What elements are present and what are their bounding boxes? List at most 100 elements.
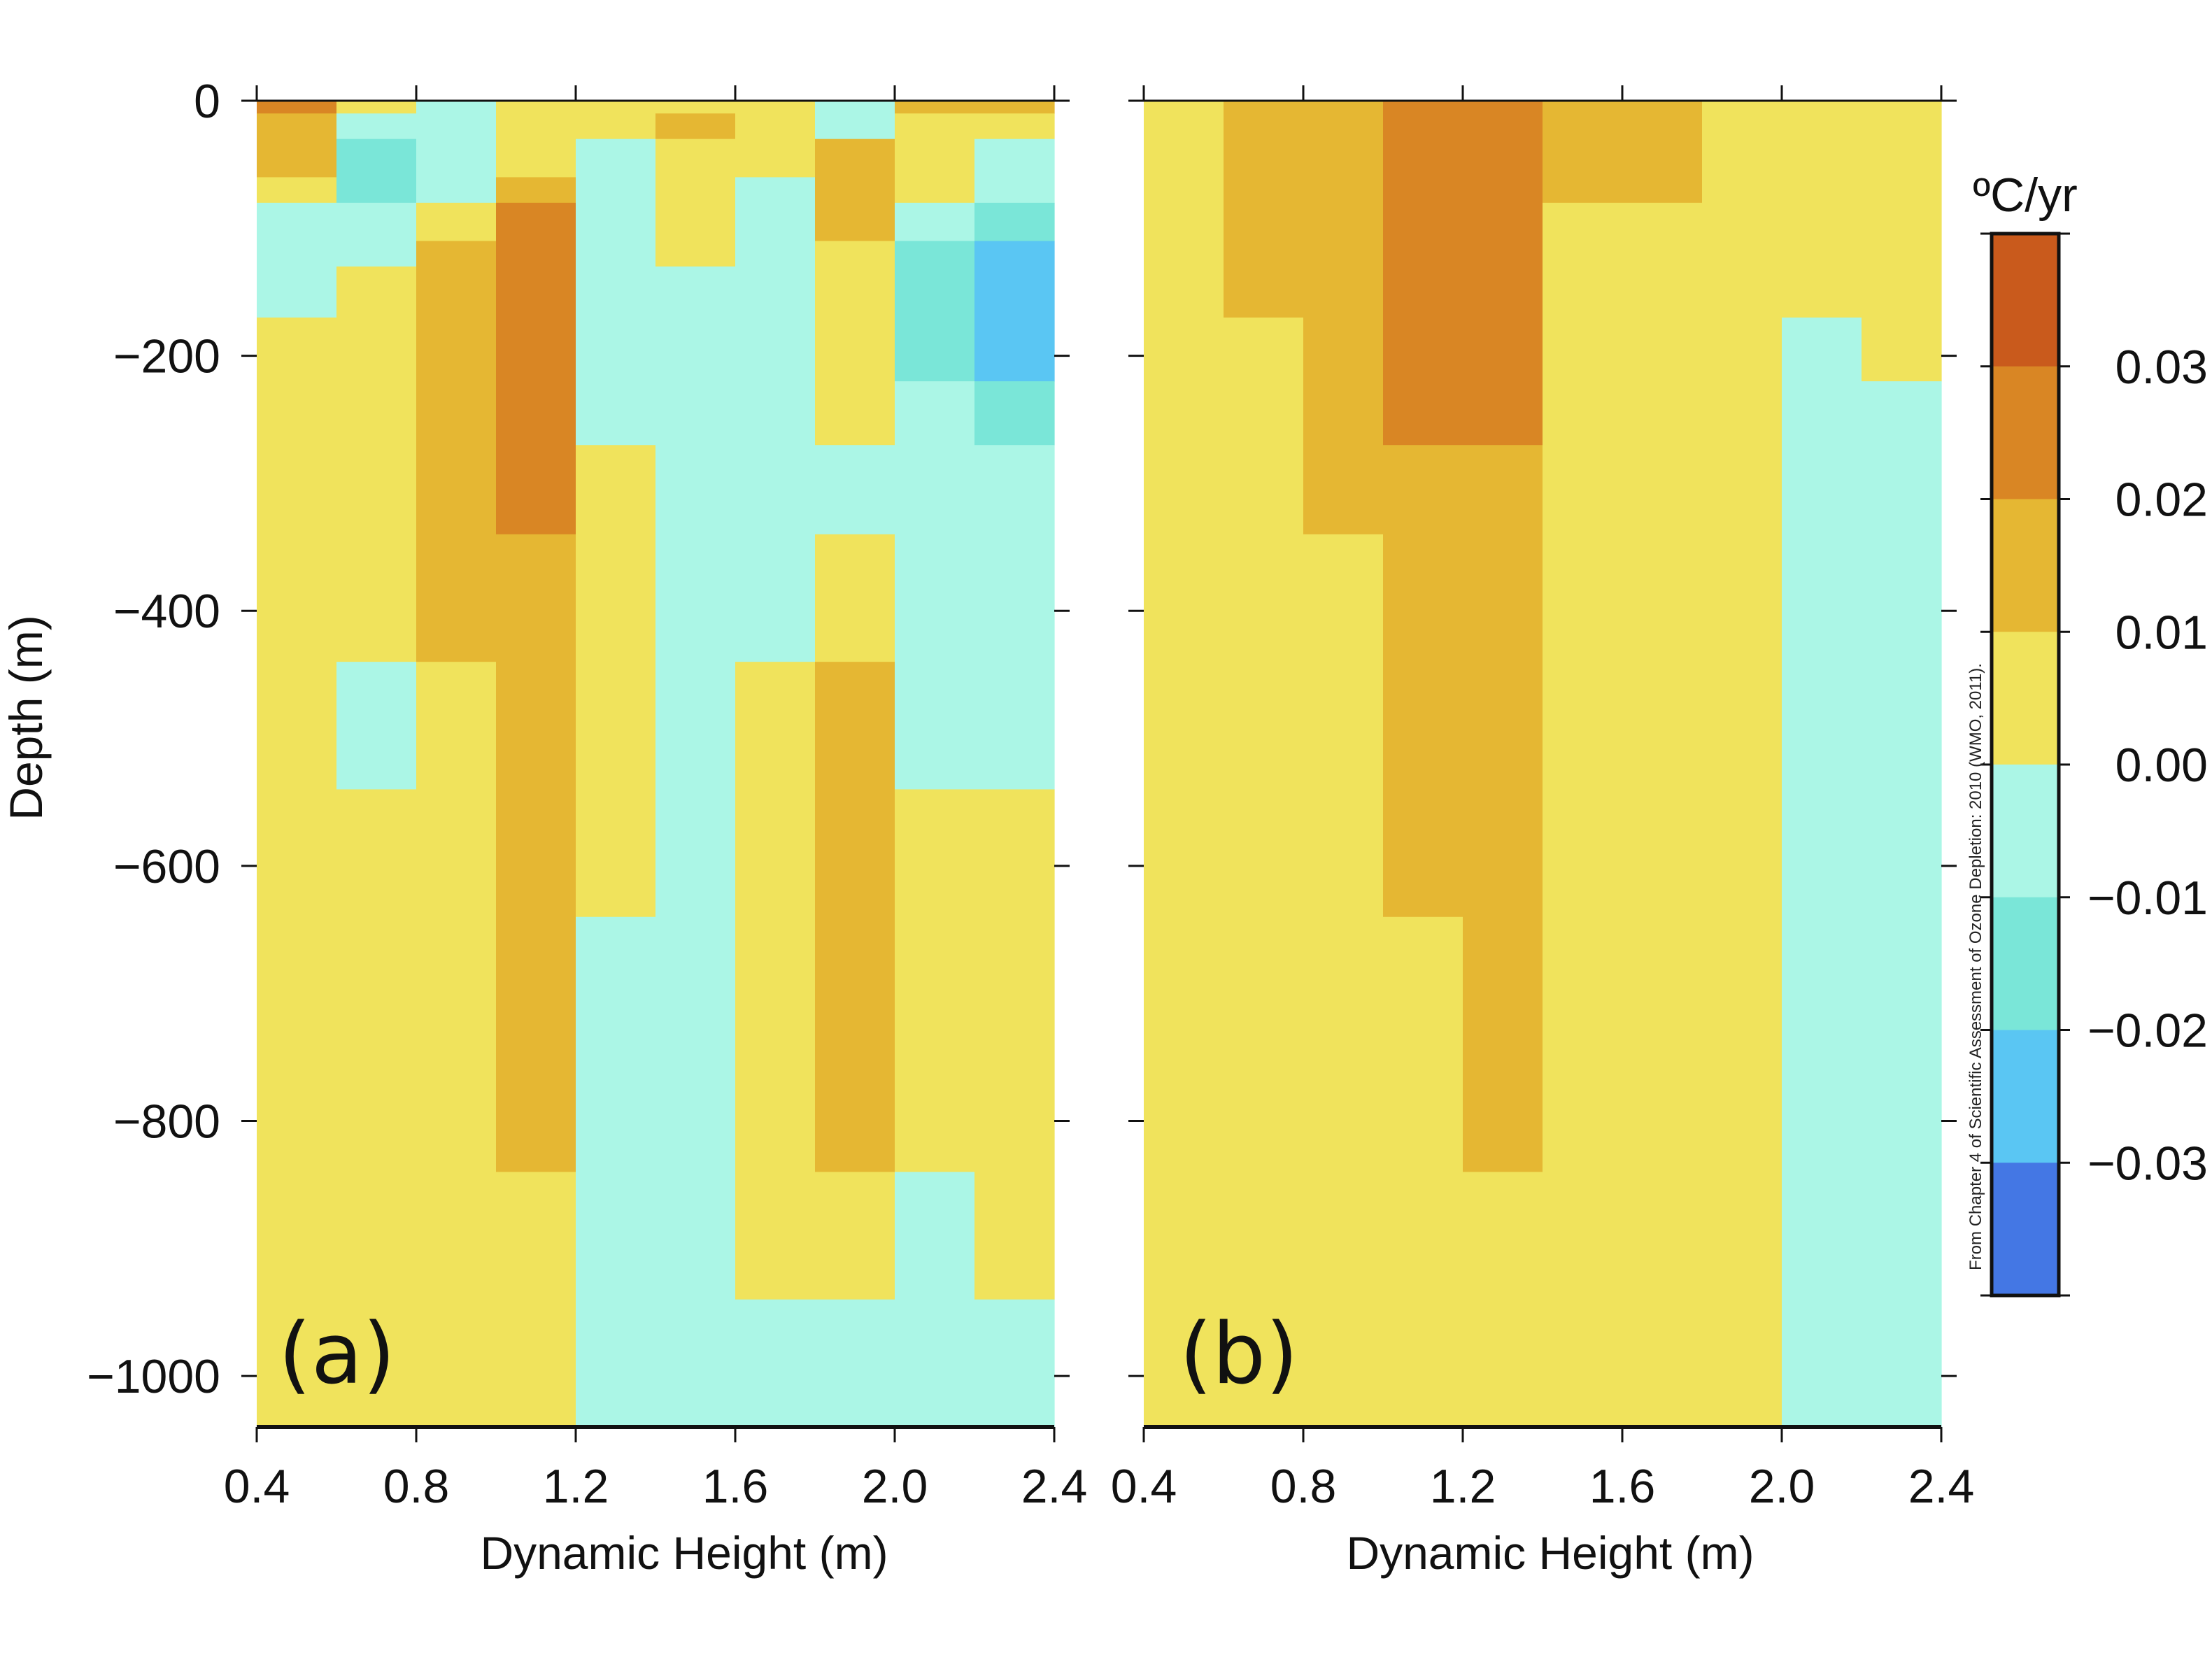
colorbar-tick-label: 0.01: [2115, 606, 2208, 659]
colorbar-bin: [1992, 765, 2059, 898]
heatmap-cell: [974, 381, 1055, 446]
heatmap-cell: [974, 113, 1055, 140]
x-tick-label: 0.4: [224, 1460, 290, 1513]
heatmap-cell: [974, 202, 1055, 242]
heatmap-cell: [895, 1172, 975, 1428]
heatmap-cell: [815, 534, 895, 662]
heatmap-cell: [895, 113, 975, 204]
heatmap-cell: [655, 113, 736, 140]
heatmap-cell: [895, 101, 975, 114]
colorbar-bin: [1992, 1163, 2059, 1296]
heatmap-cell: [576, 138, 656, 446]
heatmap-cell: [1383, 916, 1463, 1428]
panel-b: 0.4 0.8 1.2 1.6 2.0 2.4 Dynamic Height (m) (b…: [1111, 85, 1975, 1579]
heatmap-cell: [1303, 101, 1384, 535]
panel-a-tick-labels: 0.4 0.8 1.2 1.6 2.0 2.4 0 −200 −400 −600 −800 −1000: [87, 75, 1087, 1513]
heatmap-cell: [815, 662, 895, 1172]
colorbar-bin: [1992, 897, 2059, 1031]
heatmap-cell: [257, 101, 337, 114]
heatmap-cell: [336, 113, 417, 140]
heatmap-cell: [815, 101, 895, 140]
heatmap-cell: [336, 662, 417, 790]
credit-line: From Chapter 4 of Scientific Assessment …: [1966, 663, 1985, 1270]
heatmap-cell: [496, 1172, 576, 1428]
heatmap-cell: [1383, 445, 1463, 918]
colorbar-unit-label: ºC/yr: [1973, 169, 2077, 222]
y-tick-label: −800: [113, 1095, 220, 1148]
y-tick-label: 0: [194, 75, 220, 128]
y-tick-label: −600: [113, 840, 220, 893]
colorbar-bin: [1992, 632, 2059, 765]
colorbar-tick-label: −0.01: [2087, 872, 2208, 925]
colorbar-tick-label: 0.02: [2115, 474, 2208, 527]
heatmap-cell: [895, 202, 975, 242]
panel-a-y-axis-label: Depth (m): [0, 615, 52, 820]
heatmap-cell: [416, 662, 497, 1428]
colorbar: 0.03 0.02 0.01 0.00 −0.01 −0.02 −0.03 ºC/yr: [1973, 169, 2208, 1298]
heatmap-cell: [416, 241, 497, 662]
heatmap-cell: [1463, 445, 1543, 1172]
panel-b-letter: (b): [1179, 1306, 1298, 1403]
heatmap-cell: [336, 789, 417, 1428]
heatmap-cell: [1622, 202, 1703, 1428]
y-tick-label: −400: [113, 585, 220, 638]
colorbar-bin: [1992, 234, 2059, 367]
heatmap-cell: [735, 662, 816, 1300]
heatmap-cell: [1463, 101, 1543, 446]
panel-a-cells: [257, 101, 1055, 1428]
heatmap-cell: [1543, 202, 1623, 1428]
heatmap-cell: [974, 1299, 1055, 1428]
panel-a-frame: [257, 99, 1054, 1429]
heatmap-cell: [815, 241, 895, 446]
heatmap-cell: [576, 101, 656, 140]
y-tick-label: −200: [113, 330, 220, 383]
heatmap-cell: [1303, 534, 1384, 1428]
heatmap-cell: [257, 317, 337, 1428]
panel-b-x-axis-label: Dynamic Height (m): [1346, 1527, 1754, 1579]
heatmap-cell: [895, 241, 975, 382]
heatmap-cell: [1862, 101, 1942, 382]
heatmap-cell: [576, 916, 656, 1428]
panel-a: 0.4 0.8 1.2 1.6 2.0 2.4 0 −200 −400 −600 −800 −1000…: [0, 75, 1087, 1579]
heatmap-cell: [815, 138, 895, 242]
heatmap-cell: [895, 789, 975, 1172]
colorbar-ticks: [1980, 232, 2070, 1297]
x-tick-label: 2.4: [1021, 1460, 1088, 1513]
x-tick-label: 2.0: [862, 1460, 928, 1513]
x-tick-label: 2.4: [1908, 1460, 1975, 1513]
heatmap-cell: [655, 267, 736, 1428]
heatmap-cell: [496, 177, 576, 204]
heatmap-cell: [1702, 101, 1782, 1428]
heatmap-cell: [974, 789, 1055, 1300]
x-tick-label: 0.8: [1270, 1460, 1337, 1513]
colorbar-tick-label: −0.03: [2087, 1137, 2208, 1190]
heatmap-cell: [735, 177, 816, 662]
heatmap-cell: [974, 445, 1055, 790]
heatmap-cell: [257, 177, 337, 204]
x-tick-label: 1.6: [1589, 1460, 1656, 1513]
x-tick-label: 0.4: [1111, 1460, 1177, 1513]
colorbar-bin: [1992, 499, 2059, 632]
heatmap-cell: [1622, 101, 1703, 204]
heatmap-cell: [735, 1299, 816, 1428]
heatmap-cell: [1224, 317, 1304, 1428]
heatmap-cell: [735, 101, 816, 178]
x-tick-label: 1.2: [1430, 1460, 1496, 1513]
x-tick-label: 1.6: [702, 1460, 769, 1513]
heatmap-cell: [257, 113, 337, 178]
panel-a-x-axis-label: Dynamic Height (m): [480, 1527, 888, 1579]
heatmap-cell: [974, 101, 1055, 114]
heatmap-cell: [1144, 101, 1224, 1428]
heatmap-cell: [336, 138, 417, 204]
heatmap-cell: [496, 101, 576, 178]
heatmap-cell: [815, 1172, 895, 1300]
heatmap-cell: [336, 101, 417, 114]
heatmap-cell: [655, 101, 736, 114]
heatmap-cell: [336, 202, 417, 267]
heatmap-cell: [1543, 101, 1623, 204]
heatmap-cell: [974, 241, 1055, 382]
heatmap-cell: [576, 445, 656, 918]
colorbar-bins: [1992, 234, 2059, 1296]
panel-b-frame: [1144, 99, 1941, 1429]
x-tick-label: 0.8: [383, 1460, 450, 1513]
